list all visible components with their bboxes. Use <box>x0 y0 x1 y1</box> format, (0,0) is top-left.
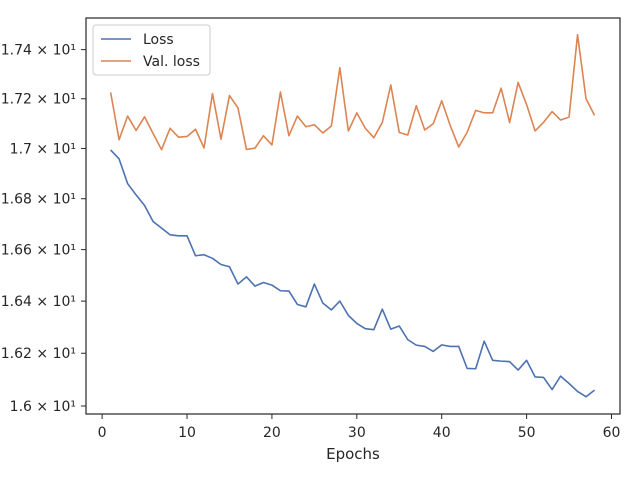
y-axis-ticks: 1.6 × 10¹ 1.62 × 10¹ 1.64 × 10¹ 1.66 × 10¹ 1… <box>1 43 86 415</box>
y-tick-label: 1.72 × 10¹ <box>1 92 76 108</box>
y-tick-label: 1.6 × 10¹ <box>10 399 76 415</box>
legend-label-loss: Loss <box>143 32 174 48</box>
y-tick-label: 1.64 × 10¹ <box>1 294 76 310</box>
x-tick-label: 60 <box>603 425 621 441</box>
x-axis-ticks: 0 10 20 30 40 50 60 <box>98 414 621 441</box>
y-tick-label: 1.66 × 10¹ <box>1 243 76 259</box>
series-line-val-loss <box>109 33 596 151</box>
series-line-loss <box>110 149 596 398</box>
plot-area <box>86 18 620 414</box>
y-tick-label: 1.74 × 10¹ <box>1 43 76 59</box>
x-tick-label: 0 <box>98 425 107 441</box>
legend: Loss Val. loss <box>92 24 211 76</box>
y-tick-label: 1.62 × 10¹ <box>1 346 76 362</box>
x-tick-label: 10 <box>178 425 196 441</box>
x-axis-label: Epochs <box>326 445 380 463</box>
y-tick-label: 1.7 × 10¹ <box>10 141 76 157</box>
x-tick-label: 20 <box>263 425 281 441</box>
legend-frame <box>92 24 211 76</box>
plot-frame <box>85 17 621 415</box>
x-tick-label: 30 <box>348 425 366 441</box>
x-tick-label: 40 <box>433 425 451 441</box>
legend-label-val-loss: Val. loss <box>143 54 200 70</box>
y-tick-label: 1.68 × 10¹ <box>1 192 76 208</box>
x-tick-label: 50 <box>518 425 536 441</box>
series-lines <box>109 33 596 398</box>
